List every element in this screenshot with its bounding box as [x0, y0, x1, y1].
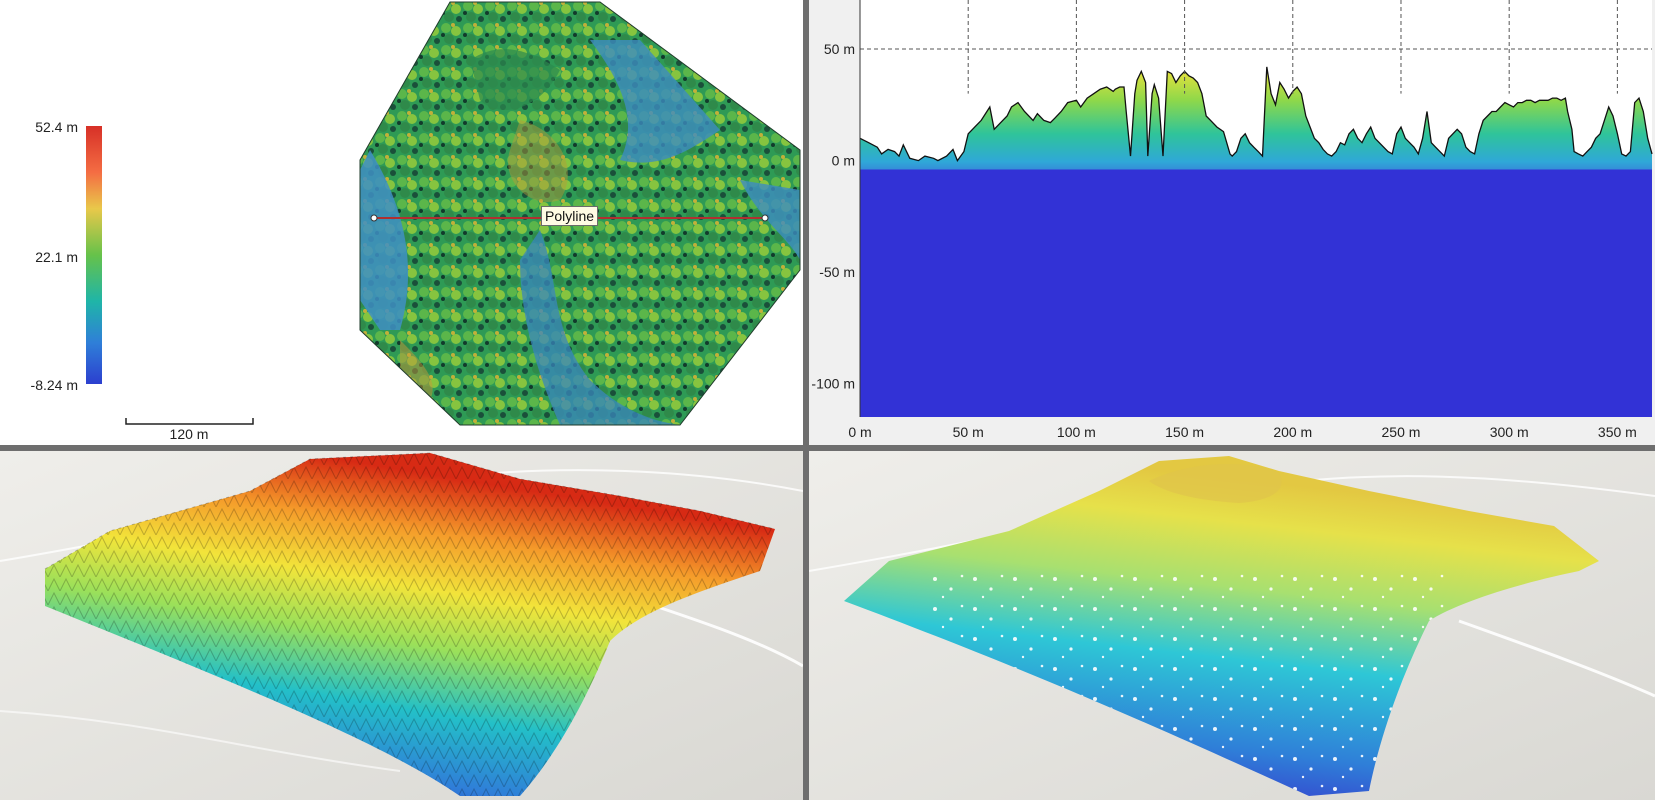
x-tick-label: 300 m: [1490, 424, 1529, 440]
profile-line: [859, 66, 1653, 162]
elevation-profile-view[interactable]: 50 m 0 m -50 m -100 m 0 m 50 m 100 m 150 m 200 m…: [809, 0, 1655, 445]
map-canvas[interactable]: 52.4 m 22.1 m -8.24 m 120 m: [0, 0, 803, 445]
polyline-label: Polyline: [541, 206, 599, 226]
legend-min-label: -8.24 m: [31, 377, 78, 393]
y-tick-label: -50 m: [819, 264, 855, 280]
polyline-end-handle[interactable]: [761, 214, 769, 222]
ground-3d-view[interactable]: [809, 451, 1655, 800]
scale-bar: [125, 418, 254, 425]
legend-mid-label: 22.1 m: [35, 249, 78, 265]
x-tick-label: 50 m: [953, 424, 984, 440]
legend-max-label: 52.4 m: [35, 119, 78, 135]
x-tick-label: 350 m: [1598, 424, 1637, 440]
ground-3d-canvas[interactable]: [809, 451, 1655, 800]
canopy-3d-view[interactable]: [0, 451, 803, 800]
color-ramp-legend: [86, 126, 102, 384]
x-tick-label: 100 m: [1057, 424, 1096, 440]
x-tick-label: 150 m: [1165, 424, 1204, 440]
x-tick-label: 0 m: [848, 424, 871, 440]
scale-bar-label: 120 m: [170, 426, 209, 442]
canopy-3d-canvas[interactable]: [0, 451, 803, 800]
y-tick-label: 0 m: [832, 153, 855, 169]
polyline-start-handle[interactable]: [370, 214, 378, 222]
elevation-map-view[interactable]: 52.4 m 22.1 m -8.24 m 120 m Polyline: [0, 0, 803, 445]
elevation-profile-chart: 50 m 0 m -50 m -100 m 0 m 50 m 100 m 150 m 200 m…: [811, 0, 1653, 440]
y-tick-label: -100 m: [811, 376, 855, 392]
y-tick-label: 50 m: [824, 41, 855, 57]
x-tick-label: 200 m: [1273, 424, 1312, 440]
ground-fill: [860, 169, 1652, 417]
x-tick-label: 250 m: [1382, 424, 1421, 440]
canopy-surface: [44, 452, 776, 796]
profile-surface-area: [860, 66, 1652, 170]
